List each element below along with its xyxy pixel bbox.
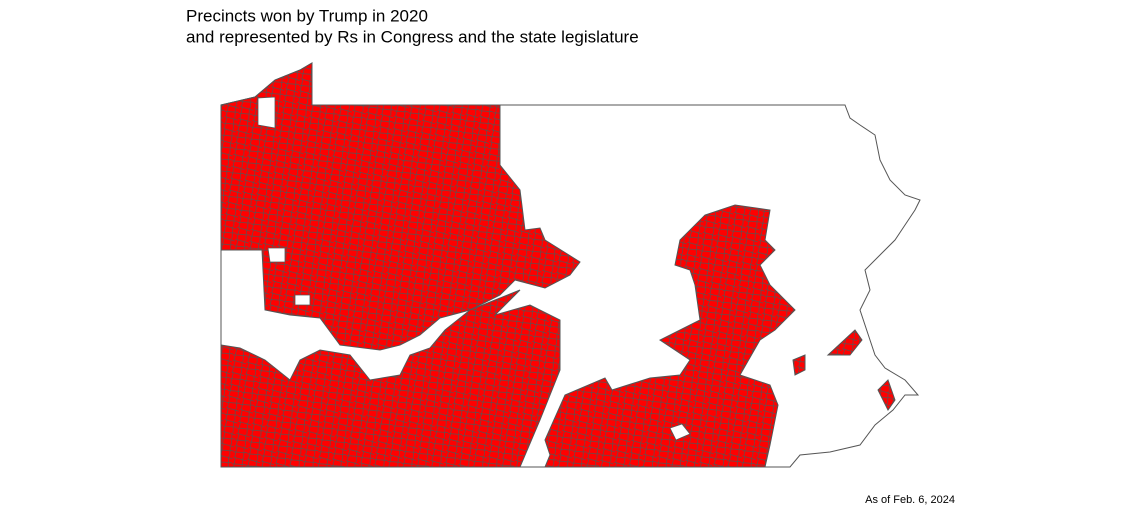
title-line-2: and represented by Rs in Congress and th…: [186, 27, 639, 46]
title-line-1: Precincts won by Trump in 2020: [186, 6, 428, 25]
caption: As of Feb. 6, 2024: [865, 494, 955, 506]
precinct-regions: [220, 62, 896, 468]
